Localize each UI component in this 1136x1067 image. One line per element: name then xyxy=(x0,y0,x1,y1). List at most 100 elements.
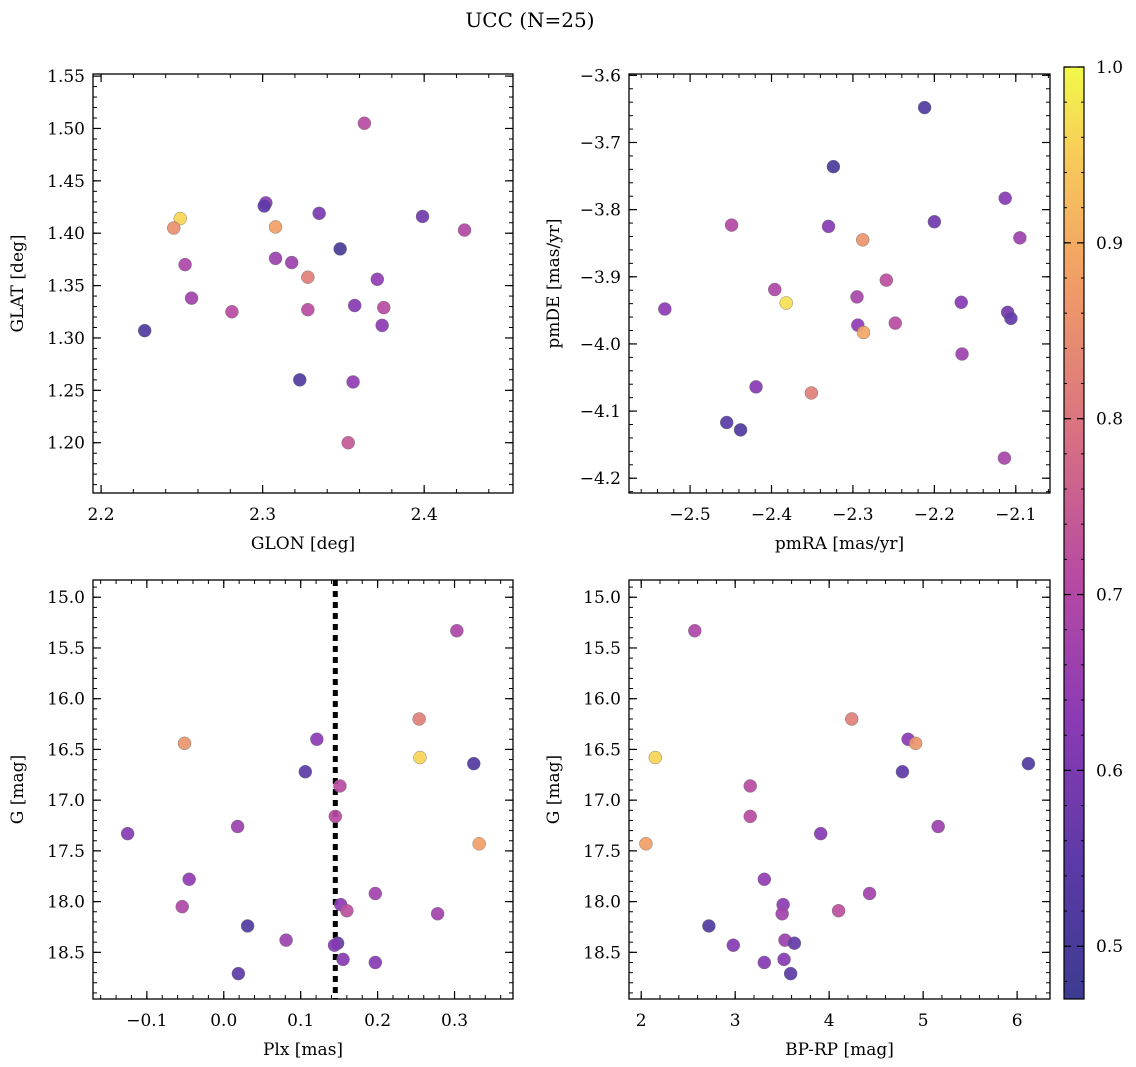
data-point xyxy=(298,765,313,779)
y-tick-label: −3.9 xyxy=(580,268,621,288)
x-tick-label: 5 xyxy=(918,1011,929,1031)
y-tick-label: −4.1 xyxy=(580,402,621,422)
plot-frame xyxy=(628,579,1051,1000)
y-tick-label: −4.0 xyxy=(580,335,621,355)
y-axis-label: GLAT [deg] xyxy=(8,234,28,332)
data-point xyxy=(783,966,798,981)
data-point xyxy=(733,423,748,437)
y-tick-label: 1.30 xyxy=(47,329,85,349)
data-point xyxy=(955,347,969,361)
data-point xyxy=(472,837,486,851)
y-tick-label: 1.40 xyxy=(47,224,85,244)
data-point xyxy=(726,938,741,952)
data-point xyxy=(757,955,772,970)
x-tick-label: 2.2 xyxy=(88,505,115,525)
data-point xyxy=(412,712,426,726)
data-point xyxy=(182,872,196,886)
x-tick-label: 0.2 xyxy=(364,1011,391,1031)
x-axis-label: Plx [mas] xyxy=(263,1040,343,1060)
y-tick-label: 18.0 xyxy=(583,893,621,913)
data-point xyxy=(775,907,789,921)
data-point xyxy=(917,100,932,115)
y-tick-label: 15.5 xyxy=(583,639,621,659)
data-point xyxy=(856,233,870,247)
data-point xyxy=(450,624,464,638)
x-tick-label: 0.1 xyxy=(287,1011,314,1031)
data-point xyxy=(702,919,716,933)
data-point xyxy=(137,323,152,338)
data-point xyxy=(279,933,293,947)
y-tick-label: 18.5 xyxy=(583,943,621,963)
data-point xyxy=(333,242,347,256)
data-point xyxy=(826,159,841,174)
y-tick-label: 1.20 xyxy=(47,434,85,454)
scatter-panel-3: −0.1 0.0 0.1 0.2 0.3 15.0 15.5 16.0 16.5 17.0 17.5… xyxy=(8,579,514,1060)
data-point xyxy=(879,273,894,287)
figure-title: UCC (N=25) xyxy=(465,8,594,32)
data-point xyxy=(831,904,846,918)
data-point xyxy=(895,765,910,779)
data-point xyxy=(340,904,354,918)
data-point xyxy=(268,251,283,266)
y-tick-label: 18.5 xyxy=(47,943,85,963)
data-point xyxy=(357,116,372,130)
data-point xyxy=(341,436,355,450)
data-point xyxy=(415,209,430,224)
data-point xyxy=(430,907,445,921)
y-tick-label: 17.5 xyxy=(583,842,621,862)
colorbar-tick-label: 0.8 xyxy=(1096,410,1123,430)
data-point xyxy=(998,191,1012,205)
data-point xyxy=(240,919,255,933)
data-point xyxy=(310,732,324,746)
plot-frame xyxy=(92,73,514,494)
data-point xyxy=(931,819,945,834)
y-tick-label: 15.5 xyxy=(47,639,85,659)
colorbar-tick-label: 1.0 xyxy=(1096,58,1123,78)
data-point xyxy=(377,300,391,315)
data-point xyxy=(328,809,343,824)
y-tick-label: 17.0 xyxy=(583,791,621,811)
data-point xyxy=(167,221,181,235)
x-axis-label: GLON [deg] xyxy=(251,534,355,554)
data-point xyxy=(927,215,942,229)
y-axis-label: G [mag] xyxy=(544,755,564,824)
x-tick-label: 4 xyxy=(824,1011,835,1031)
data-point xyxy=(720,415,734,430)
data-point xyxy=(301,270,315,284)
data-point xyxy=(268,220,283,234)
y-tick-label: 1.35 xyxy=(47,277,85,297)
data-point xyxy=(757,872,772,886)
colorbar-tick-label: 0.9 xyxy=(1096,234,1123,254)
plot-frame xyxy=(92,579,514,1000)
colorbar-tick-label: 0.7 xyxy=(1096,586,1123,606)
x-tick-label: 2.4 xyxy=(411,505,438,525)
y-tick-label: 15.0 xyxy=(583,588,621,608)
data-point xyxy=(327,938,342,952)
data-point xyxy=(175,899,189,914)
data-point xyxy=(312,206,326,221)
x-tick-label: −2.4 xyxy=(751,505,792,525)
data-point xyxy=(648,750,663,765)
data-point xyxy=(347,298,362,313)
x-tick-label: −2.2 xyxy=(914,505,955,525)
data-point xyxy=(413,750,427,765)
data-point xyxy=(954,295,968,310)
y-tick-label: 1.50 xyxy=(47,119,85,139)
y-tick-label: −3.6 xyxy=(580,66,621,86)
y-tick-label: −4.2 xyxy=(580,469,621,489)
y-tick-label: 16.5 xyxy=(47,740,85,760)
y-tick-label: −3.7 xyxy=(580,133,621,153)
data-point xyxy=(724,218,739,232)
y-tick-label: 1.45 xyxy=(47,172,85,192)
data-point xyxy=(184,291,199,305)
y-tick-label: 16.0 xyxy=(583,690,621,710)
data-point xyxy=(293,373,307,387)
y-tick-label: 17.0 xyxy=(47,791,85,811)
data-point xyxy=(225,305,239,319)
y-tick-label: 18.0 xyxy=(47,893,85,913)
data-point xyxy=(368,955,383,970)
data-point xyxy=(1004,311,1018,326)
colorbar-tick-label: 0.6 xyxy=(1096,761,1123,781)
data-point xyxy=(688,624,702,638)
plot-frame xyxy=(628,73,1051,494)
